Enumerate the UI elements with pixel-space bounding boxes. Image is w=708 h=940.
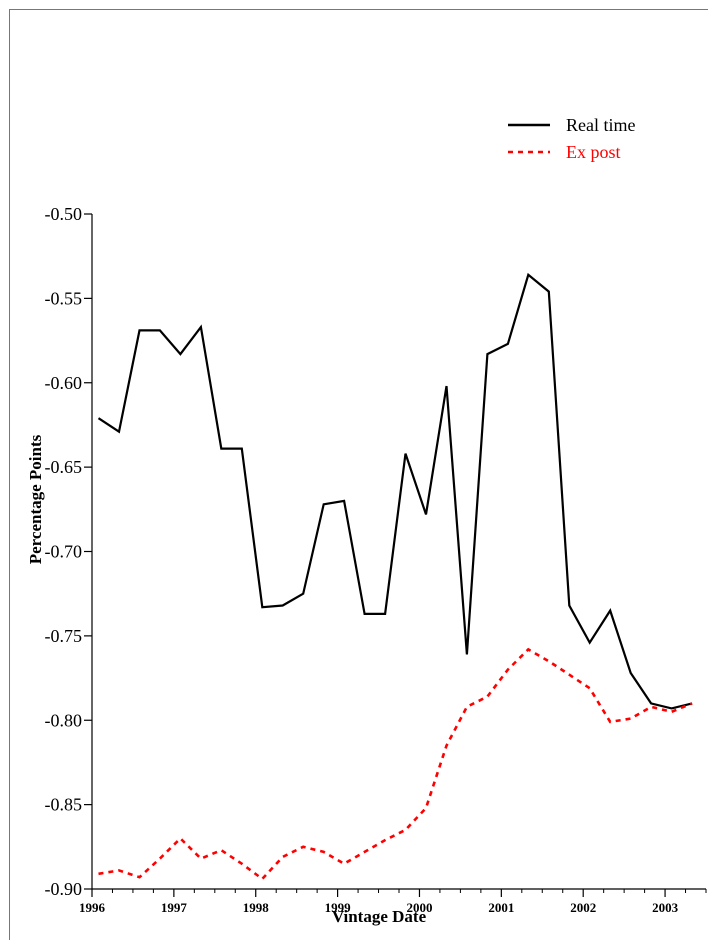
y-tick-label: -0.75: [45, 626, 83, 646]
y-tick-label: -0.70: [45, 542, 83, 562]
legend: Real time Ex post: [508, 115, 635, 162]
y-tick-label: -0.55: [45, 288, 83, 308]
x-tick-label: 1998: [243, 900, 270, 915]
x-tick-label: 2002: [570, 900, 596, 915]
x-tick-label: 1999: [325, 900, 352, 915]
y-tick-label: -0.60: [45, 373, 83, 393]
x-tick-label: 2001: [488, 900, 514, 915]
x-tick-label: 2000: [406, 900, 432, 915]
y-tick-label: -0.80: [45, 710, 83, 730]
y-tick-label: -0.65: [45, 457, 83, 477]
y-tick-label: -0.50: [45, 204, 83, 224]
y-tick-label: -0.90: [45, 879, 83, 899]
x-tick-label: 1996: [79, 900, 106, 915]
x-tick-label: 1997: [161, 900, 188, 915]
legend-label-real-time: Real time: [566, 115, 635, 135]
y-axis-title: Percentage Points: [26, 434, 45, 564]
series-line-real-time: [97, 272, 693, 710]
series-line-ex-post: [98, 647, 693, 881]
y-tick-label: -0.85: [45, 795, 83, 815]
x-tick-label: 2003: [652, 900, 679, 915]
chart-frame: [9, 9, 708, 940]
legend-label-ex-post: Ex post: [566, 142, 621, 162]
x-axis-title: Vintage Date: [332, 907, 427, 926]
series-layer: [97, 272, 693, 881]
axes: -0.50 -0.55 -0.60 -0.65 -0.70 -0.75 -0.80 -0.85…: [45, 204, 707, 915]
